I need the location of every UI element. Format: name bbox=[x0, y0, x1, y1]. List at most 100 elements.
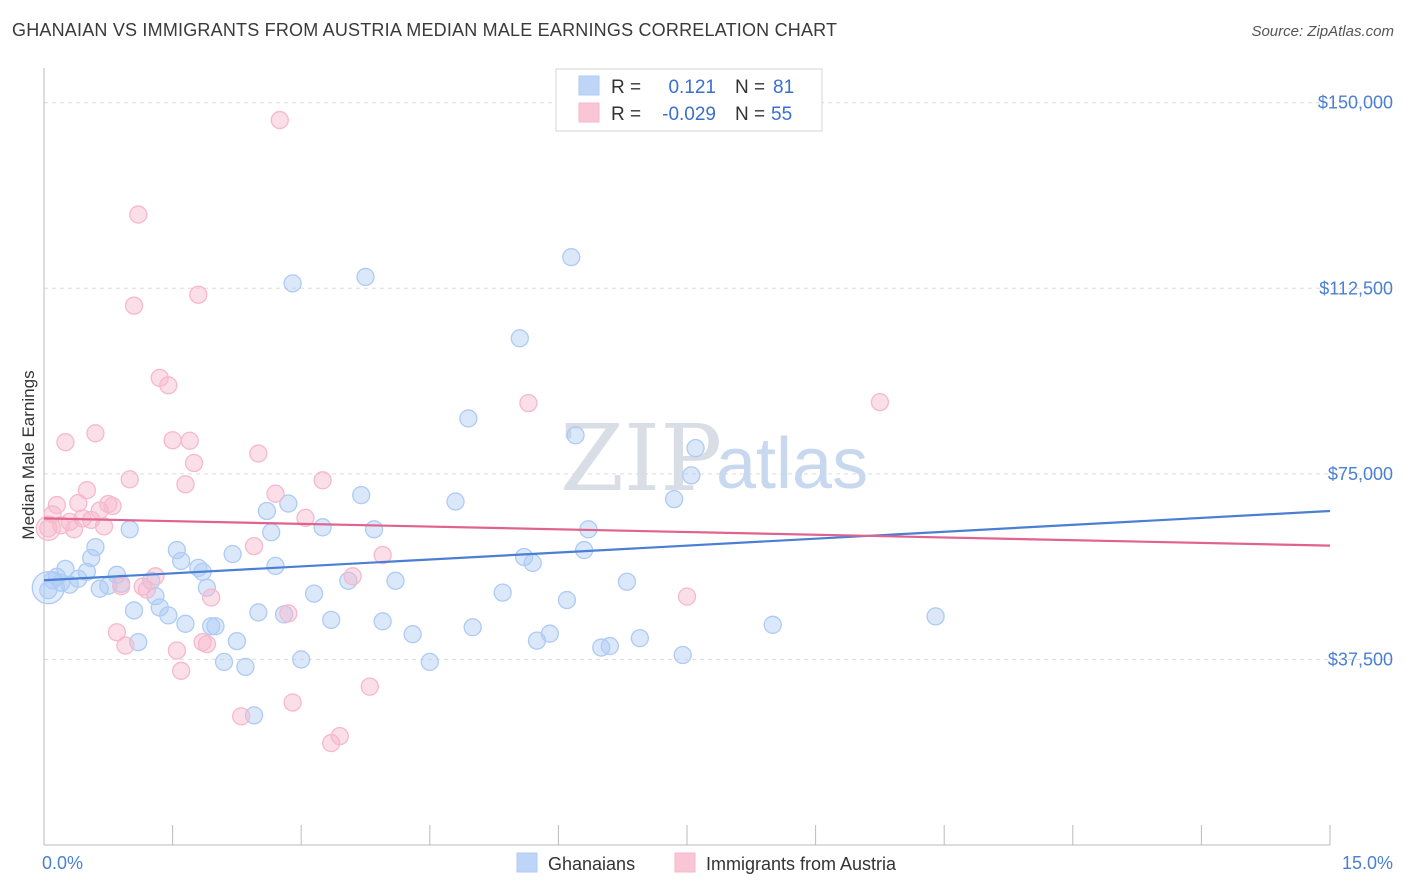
data-point-ghanaians bbox=[236, 657, 255, 677]
data-point-austria bbox=[202, 588, 221, 607]
data-point-austria bbox=[124, 296, 144, 315]
trend-line-ghanaians bbox=[43, 509, 1331, 582]
data-point-ghanaians bbox=[283, 274, 302, 293]
data-point-austria bbox=[343, 567, 362, 586]
y-tick-label: $37,500 bbox=[1328, 649, 1393, 669]
data-point-austria bbox=[107, 623, 127, 642]
data-point-ghanaians bbox=[600, 636, 619, 656]
data-point-austria bbox=[129, 205, 148, 224]
data-point-ghanaians bbox=[124, 601, 144, 620]
data-point-austria bbox=[77, 481, 97, 500]
data-point-ghanaians bbox=[223, 544, 242, 564]
data-point-ghanaians bbox=[403, 625, 422, 644]
data-point-ghanaians bbox=[763, 615, 782, 634]
data-point-ghanaians bbox=[493, 583, 512, 602]
data-point-ghanaians bbox=[249, 603, 268, 622]
trend-line-austria bbox=[43, 517, 1331, 547]
y-axis-label: Median Male Earnings bbox=[19, 370, 38, 539]
data-point-austria bbox=[296, 508, 315, 528]
data-point-austria bbox=[86, 424, 105, 443]
data-point-austria bbox=[279, 604, 298, 623]
data-point-austria bbox=[180, 431, 199, 450]
data-point-austria bbox=[189, 285, 208, 304]
data-point-austria bbox=[519, 393, 538, 413]
data-point-ghanaians bbox=[197, 578, 217, 597]
legend-swatch-austria bbox=[578, 102, 600, 123]
data-point-austria bbox=[159, 376, 178, 395]
correlation-legend: R = 0.121 N = 81 R = -0.029 N = 55 bbox=[555, 68, 823, 132]
data-point-ghanaians bbox=[313, 518, 332, 537]
data-point-ghanaians bbox=[176, 614, 195, 633]
data-point-ghanaians bbox=[686, 438, 705, 458]
source-label: Source: ZipAtlas.com bbox=[1251, 23, 1394, 40]
data-point-ghanaians bbox=[510, 329, 529, 348]
series-swatch-austria bbox=[674, 852, 696, 873]
data-point-ghanaians bbox=[459, 409, 478, 428]
data-point-austria bbox=[249, 444, 268, 463]
data-point-austria bbox=[172, 661, 191, 680]
data-point-austria bbox=[112, 577, 131, 596]
y-tick-label: $75,000 bbox=[1328, 464, 1393, 484]
legend-n-label-1: N = bbox=[735, 77, 765, 98]
data-point-austria bbox=[870, 392, 890, 412]
data-point-ghanaians bbox=[356, 267, 375, 287]
data-point-ghanaians bbox=[77, 562, 97, 581]
data-point-ghanaians bbox=[202, 617, 221, 636]
legend-box bbox=[555, 68, 823, 132]
grid-lines bbox=[44, 102, 1395, 660]
data-point-ghanaians bbox=[664, 489, 684, 509]
watermark-zip: ZIP bbox=[560, 405, 722, 512]
data-point-austria bbox=[146, 567, 165, 586]
legend-n-value-1: 81 bbox=[773, 77, 794, 98]
y-tick-label: $150,000 bbox=[1318, 93, 1393, 113]
data-point-austria bbox=[373, 545, 392, 565]
data-point-ghanaians bbox=[386, 571, 405, 590]
data-point-austria bbox=[360, 677, 379, 696]
data-point-ghanaians bbox=[244, 706, 264, 725]
data-point-ghanaians bbox=[172, 551, 191, 571]
series-swatch-ghanaians bbox=[516, 852, 538, 873]
data-point-austria bbox=[47, 495, 67, 515]
data-point-austria bbox=[176, 475, 195, 494]
data-point-austria bbox=[266, 484, 285, 503]
series-label-ghanaians: Ghanaians bbox=[548, 854, 635, 874]
data-point-austria bbox=[244, 536, 264, 556]
data-point-ghanaians bbox=[364, 520, 384, 539]
data-point-austria bbox=[330, 726, 349, 746]
legend-n-value-2: 55 bbox=[771, 104, 792, 125]
data-point-ghanaians bbox=[420, 652, 439, 672]
data-point-austria bbox=[163, 431, 182, 450]
data-point-ghanaians bbox=[682, 466, 701, 485]
x-tick-label: 0.0% bbox=[42, 853, 83, 873]
watermark-atlas: atlas bbox=[716, 424, 868, 504]
data-point-austria bbox=[197, 634, 217, 654]
data-point-ghanaians bbox=[31, 571, 65, 605]
data-point-ghanaians bbox=[523, 553, 542, 573]
data-point-ghanaians bbox=[257, 501, 277, 521]
data-point-ghanaians bbox=[562, 247, 581, 267]
legend-r-label-1: R = bbox=[611, 77, 641, 98]
data-point-austria bbox=[103, 496, 122, 516]
data-point-ghanaians bbox=[279, 494, 298, 513]
data-point-austria bbox=[677, 587, 697, 606]
chart-title: GHANAIAN VS IMMIGRANTS FROM AUSTRIA MEDI… bbox=[12, 20, 838, 40]
watermark: ZIP atlas bbox=[560, 405, 868, 512]
legend-n-label-2: N = bbox=[735, 104, 765, 125]
data-point-ghanaians bbox=[566, 426, 585, 445]
data-point-austria bbox=[94, 517, 114, 536]
x-tick-labels: 0.0% 15.0% bbox=[42, 853, 1393, 873]
data-point-austria bbox=[270, 110, 289, 130]
legend-r-label-2: R = bbox=[611, 104, 641, 125]
data-point-ghanaians bbox=[617, 572, 637, 591]
data-point-ghanaians bbox=[227, 631, 247, 651]
legend-r-value-2: -0.029 bbox=[662, 104, 716, 125]
data-point-ghanaians bbox=[82, 548, 101, 568]
axes bbox=[43, 68, 1331, 846]
trend-lines bbox=[43, 509, 1331, 582]
data-point-ghanaians bbox=[322, 610, 341, 629]
data-point-austria bbox=[120, 470, 139, 489]
legend-swatch-ghanaians bbox=[578, 75, 600, 96]
data-point-austria bbox=[137, 580, 157, 599]
data-point-austria bbox=[167, 641, 187, 660]
